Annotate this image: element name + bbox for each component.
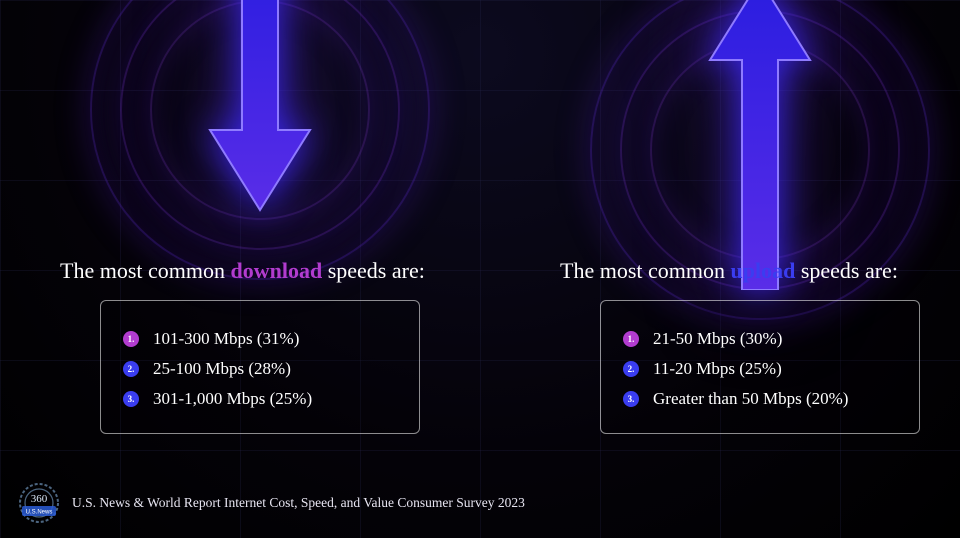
list-item: 1. 21-50 Mbps (30%)	[623, 329, 897, 349]
download-heading: The most common download speeds are:	[60, 258, 460, 284]
upload-item-1: 21-50 Mbps (30%)	[653, 329, 782, 349]
download-arrow-icon	[200, 0, 320, 220]
source-line: U.S. News & World Report Internet Cost, …	[72, 495, 525, 511]
bullet-2: 2.	[123, 361, 139, 377]
upload-arrow-icon	[700, 0, 820, 290]
bullet-3: 3.	[623, 391, 639, 407]
logo-bottom-text: U.S.News	[26, 510, 53, 516]
bullet-2: 2.	[623, 361, 639, 377]
logo-top-text: 360	[31, 493, 48, 505]
upload-item-3: Greater than 50 Mbps (20%)	[653, 389, 848, 409]
upload-item-2: 11-20 Mbps (25%)	[653, 359, 782, 379]
list-item: 3. 301-1,000 Mbps (25%)	[123, 389, 397, 409]
download-keyword: download	[230, 258, 322, 283]
list-item: 2. 25-100 Mbps (28%)	[123, 359, 397, 379]
bullet-1: 1.	[623, 331, 639, 347]
upload-keyword: upload	[730, 258, 795, 283]
footer: 360 U.S.News U.S. News & World Report In…	[18, 482, 525, 524]
download-item-1: 101-300 Mbps (31%)	[153, 329, 299, 349]
download-item-2: 25-100 Mbps (28%)	[153, 359, 291, 379]
download-heading-post: speeds are:	[322, 258, 425, 283]
download-item-3: 301-1,000 Mbps (25%)	[153, 389, 312, 409]
download-listbox: 1. 101-300 Mbps (31%) 2. 25-100 Mbps (28…	[100, 300, 420, 434]
upload-listbox: 1. 21-50 Mbps (30%) 2. 11-20 Mbps (25%) …	[600, 300, 920, 434]
list-item: 1. 101-300 Mbps (31%)	[123, 329, 397, 349]
bullet-1: 1.	[123, 331, 139, 347]
source-logo-icon: 360 U.S.News	[18, 482, 60, 524]
list-item: 2. 11-20 Mbps (25%)	[623, 359, 897, 379]
upload-heading: The most common upload speeds are:	[560, 258, 960, 284]
download-heading-pre: The most common	[60, 258, 230, 283]
list-item: 3. Greater than 50 Mbps (20%)	[623, 389, 897, 409]
upload-panel: The most common upload speeds are: 1. 21…	[540, 0, 960, 470]
upload-heading-post: speeds are:	[795, 258, 898, 283]
bullet-3: 3.	[123, 391, 139, 407]
download-panel: The most common download speeds are: 1. …	[40, 0, 480, 470]
upload-heading-pre: The most common	[560, 258, 730, 283]
